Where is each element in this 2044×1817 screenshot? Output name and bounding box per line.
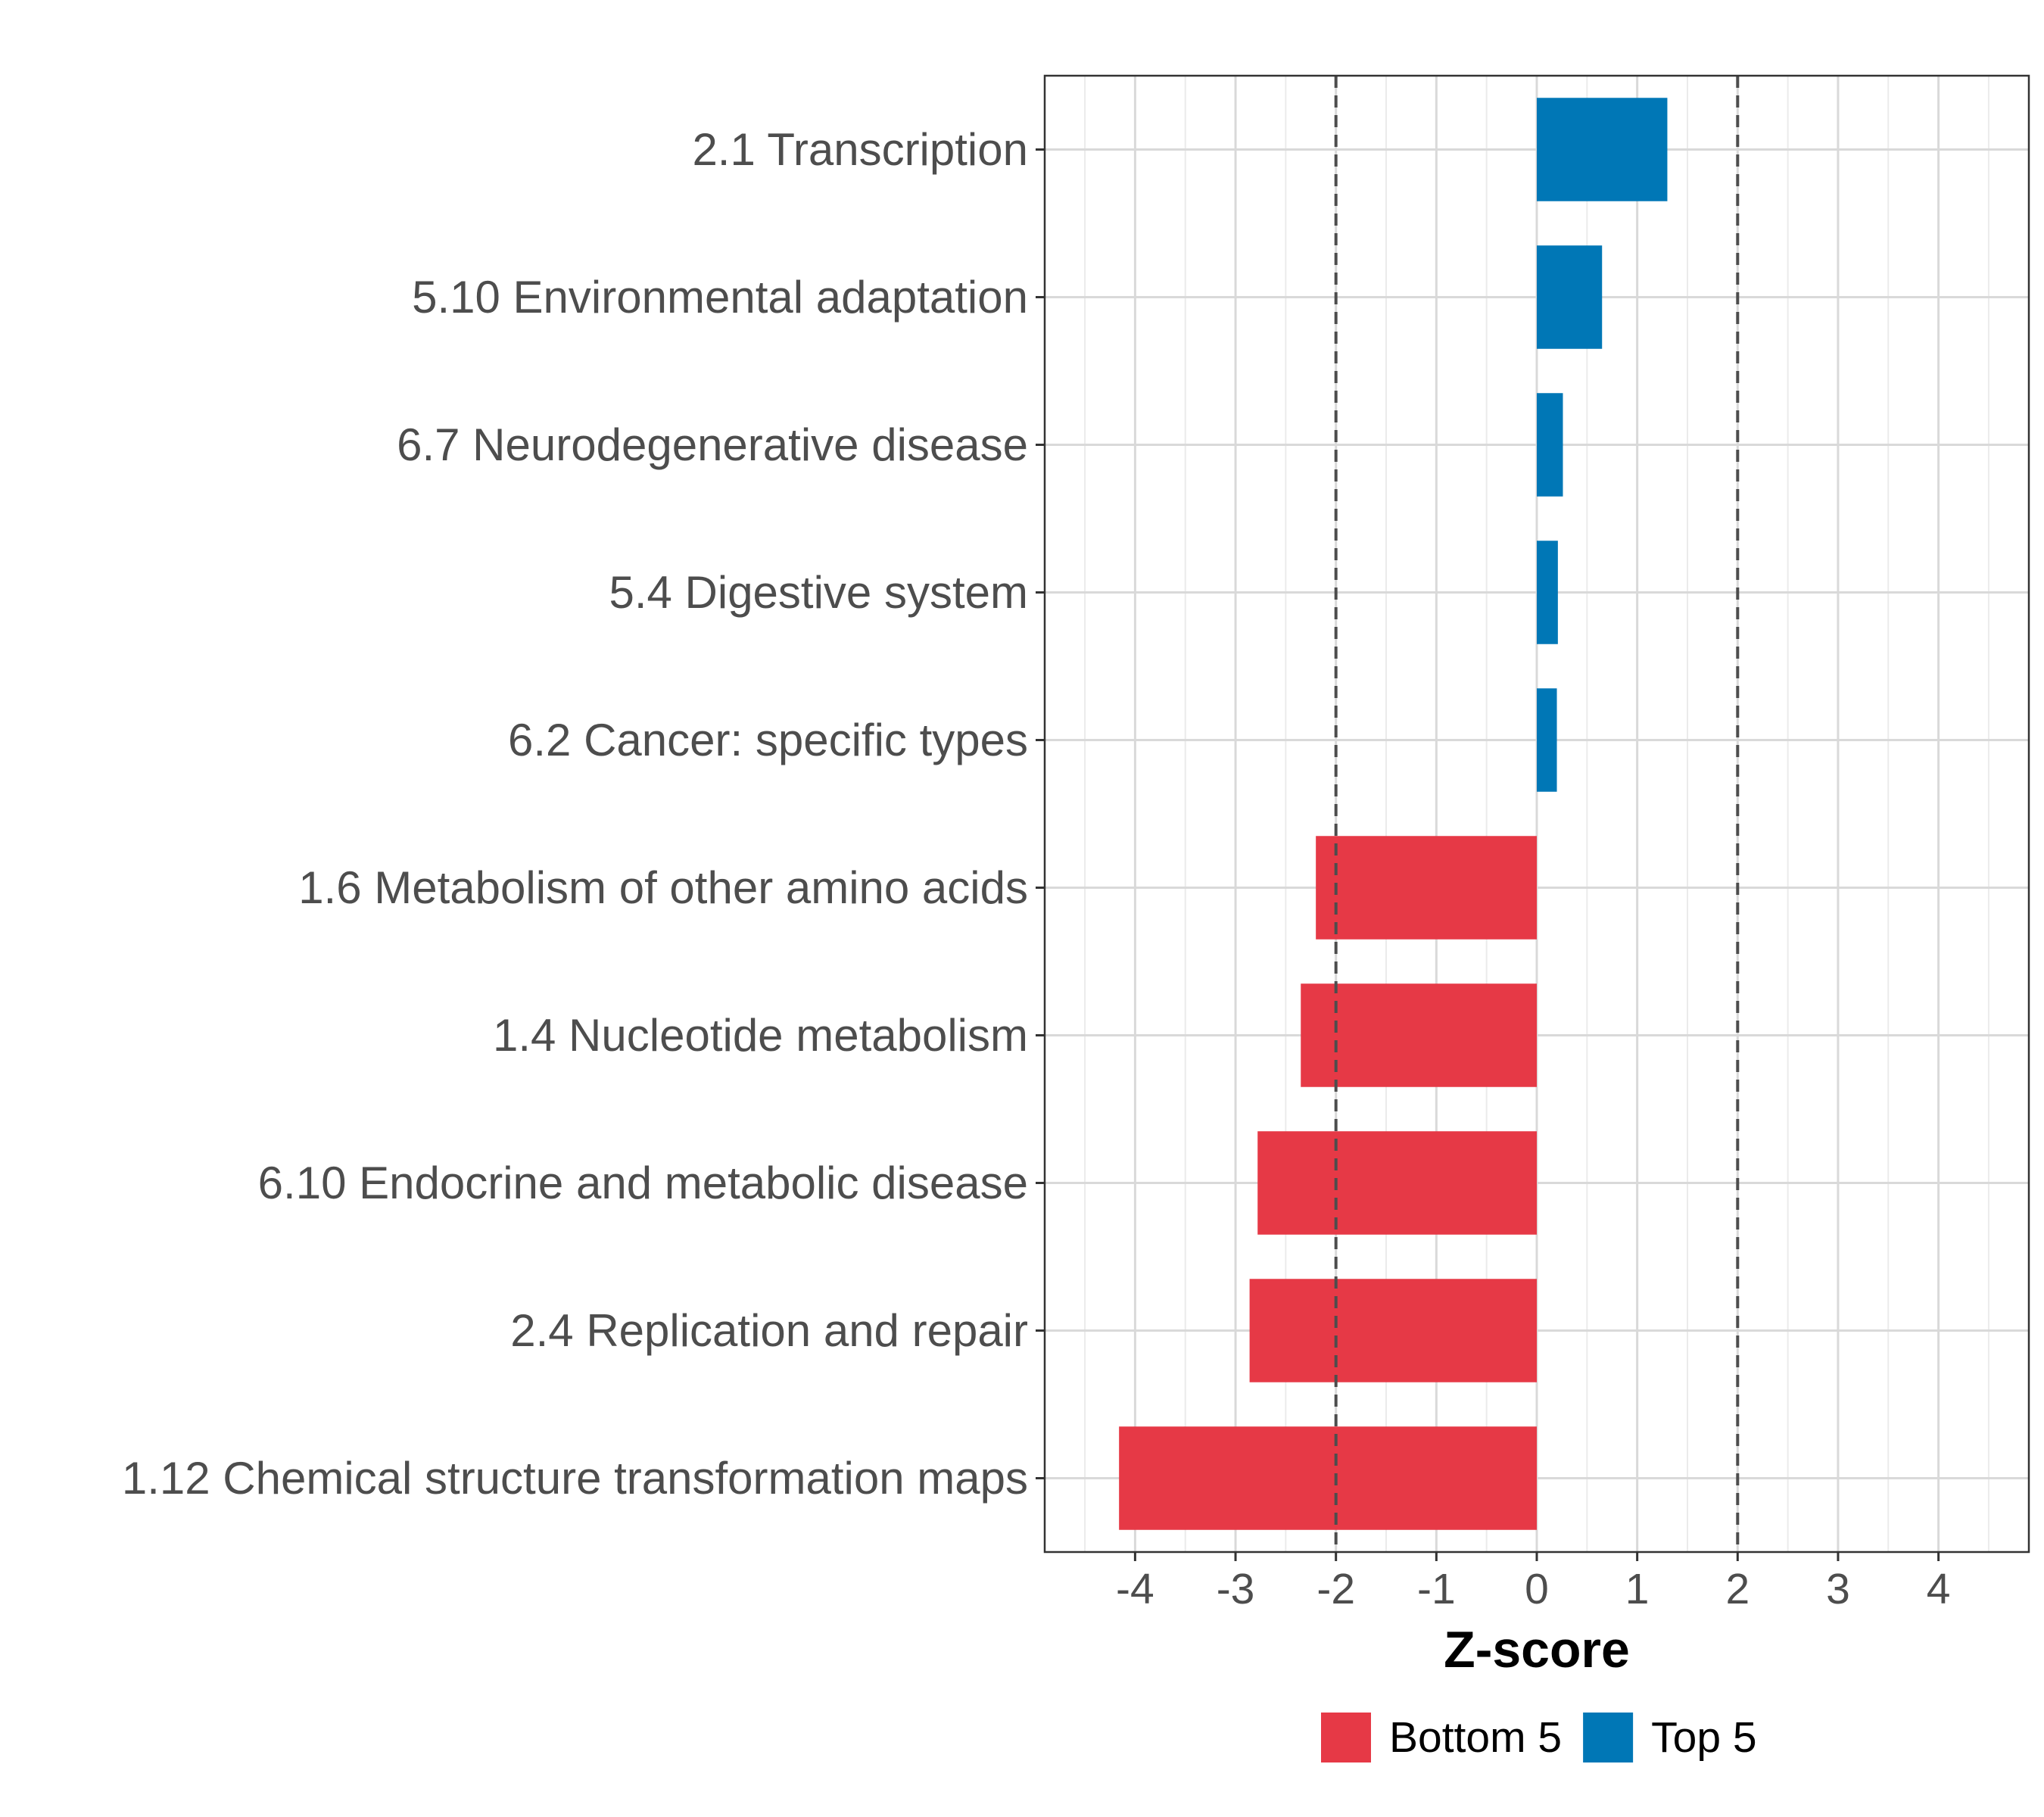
x-tick-label: 1 [1625, 1565, 1650, 1613]
x-tick-label: 0 [1525, 1565, 1549, 1613]
x-tick-label: -3 [1217, 1565, 1255, 1613]
bar-9 [1249, 1279, 1537, 1382]
y-tick-label: 1.6 Metabolism of other amino acids [298, 862, 1028, 913]
legend-label-2: Top 5 [1651, 1713, 1756, 1762]
x-tick-label: 3 [1826, 1565, 1850, 1613]
y-tick-label: 6.2 Cancer: specific types [508, 715, 1028, 765]
bar-6 [1316, 836, 1537, 940]
x-axis: -4 -3 -2 -1 0 1 2 3 4 [1116, 1552, 1950, 1613]
y-tick-label: 1.4 Nucleotide metabolism [493, 1010, 1028, 1061]
legend-label-1: Bottom 5 [1389, 1713, 1562, 1762]
y-tick-label: 1.12 Chemical structure transformation m… [122, 1453, 1028, 1504]
legend: Bottom 5 Top 5 [1321, 1713, 1757, 1762]
bar-3 [1537, 393, 1563, 497]
x-axis-title: Z-score [1444, 1621, 1630, 1678]
y-tick-label: 2.4 Replication and repair [510, 1305, 1028, 1356]
legend-swatch-1 [1321, 1713, 1371, 1762]
reference-lines [1334, 76, 1740, 1552]
x-tick-label: 2 [1725, 1565, 1750, 1613]
y-tick-label: 5.4 Digestive system [609, 567, 1028, 618]
y-tick-label: 5.10 Environmental adaptation [412, 272, 1028, 323]
y-tick-label: 6.7 Neurodegenerative disease [397, 419, 1028, 470]
bar-4 [1537, 541, 1558, 644]
bar-5 [1537, 688, 1557, 792]
y-tick-label: 2.1 Transcription [692, 124, 1028, 175]
bar-1 [1537, 98, 1668, 201]
bar-8 [1257, 1131, 1537, 1235]
x-tick-label: -4 [1116, 1565, 1154, 1613]
bar-7 [1301, 983, 1537, 1087]
x-tick-label: -2 [1316, 1565, 1355, 1613]
y-tick-label: 6.10 Endocrine and metabolic disease [258, 1158, 1028, 1208]
y-axis: 2.1 Transcription 5.10 Environmental adap… [122, 124, 1045, 1504]
legend-swatch-2 [1583, 1713, 1634, 1762]
x-tick-label: -1 [1417, 1565, 1456, 1613]
bar-2 [1537, 245, 1603, 349]
bar-10 [1119, 1426, 1537, 1530]
bars-group [1119, 98, 1668, 1530]
x-tick-label: 4 [1927, 1565, 1951, 1613]
